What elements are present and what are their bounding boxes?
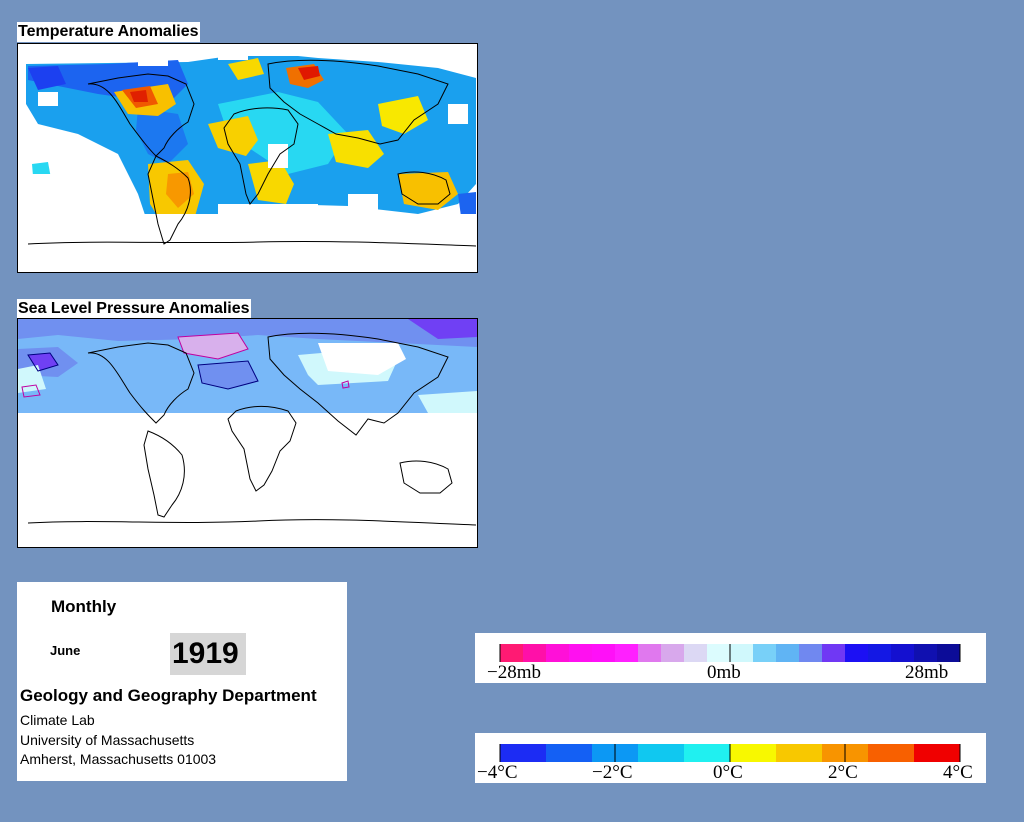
pressure-legend-swatch — [638, 644, 662, 662]
temperature-legend-label-minus4: −4°C — [477, 762, 518, 783]
pressure-legend-swatch — [868, 644, 892, 662]
temperature-legend-svg: −4°C −2°C 0°C 2°C 4°C — [477, 744, 973, 783]
frequency-label: Monthly — [51, 597, 117, 616]
temperature-legend-label-plus2: 2°C — [828, 762, 858, 783]
pressure-legend-swatch — [546, 644, 570, 662]
pressure-legend-swatch — [937, 644, 961, 662]
pressure-legend-label-zero: 0mb — [707, 662, 741, 683]
info-box: Monthly June 1919 Geology and Geography … — [17, 582, 347, 781]
pressure-anomaly-field — [18, 319, 477, 547]
year-label: 1919 — [172, 637, 239, 670]
temperature-legend-swatch — [868, 744, 915, 762]
pressure-legend-label-min: −28mb — [487, 662, 541, 683]
pressure-legend-swatch — [845, 644, 869, 662]
pressure-legend: −28mb 0mb 28mb — [475, 633, 986, 683]
temperature-legend-swatch — [638, 744, 685, 762]
pressure-legend-swatch — [615, 644, 639, 662]
pressure-legend-swatch — [707, 644, 731, 662]
temperature-legend-swatch — [684, 744, 731, 762]
pressure-legend-swatch — [523, 644, 547, 662]
university-label: University of Massachusetts — [20, 732, 195, 748]
temperature-legend-label-zero: 0°C — [713, 762, 743, 783]
pressure-legend-swatch — [569, 644, 593, 662]
pressure-legend-swatch — [684, 644, 708, 662]
pressure-contours — [21, 332, 350, 398]
pressure-map-canvas — [18, 319, 477, 547]
temperature-legend-ticks — [499, 744, 961, 762]
temperature-map-title: Temperature Anomalies — [17, 22, 200, 42]
temperature-legend-swatch — [500, 744, 547, 762]
pressure-anomaly-map — [17, 318, 478, 548]
pressure-legend-label-max: 28mb — [905, 662, 948, 683]
pressure-legend-svg: −28mb 0mb 28mb — [487, 644, 961, 683]
temperature-legend: −4°C −2°C 0°C 2°C 4°C — [475, 733, 986, 783]
address-label: Amherst, Massachusetts 01003 — [20, 751, 217, 767]
temperature-legend-swatch — [776, 744, 823, 762]
pressure-legend-swatch — [730, 644, 754, 662]
temperature-legend-label-minus2: −2°C — [592, 762, 633, 783]
pressure-legend-swatch — [799, 644, 823, 662]
lab-label: Climate Lab — [20, 712, 95, 728]
department-label: Geology and Geography Department — [20, 686, 317, 705]
pressure-legend-swatch — [592, 644, 616, 662]
pressure-legend-swatch — [753, 644, 777, 662]
pressure-legend-swatch — [776, 644, 800, 662]
pressure-color-bar — [500, 644, 961, 662]
pressure-legend-swatch — [914, 644, 938, 662]
pressure-legend-swatch — [661, 644, 685, 662]
month-label: June — [50, 643, 81, 658]
temperature-anomaly-map — [17, 43, 478, 273]
pressure-map-title: Sea Level Pressure Anomalies — [17, 299, 251, 319]
pressure-legend-swatch — [500, 644, 524, 662]
pressure-legend-swatch — [822, 644, 846, 662]
pressure-coastlines — [27, 332, 477, 526]
temperature-legend-swatch — [730, 744, 777, 762]
pressure-legend-swatch — [891, 644, 915, 662]
temperature-map-canvas — [18, 44, 477, 272]
temperature-legend-swatch — [914, 744, 961, 762]
year-background — [170, 633, 246, 675]
temperature-anomaly-field — [26, 52, 476, 234]
temperature-legend-label-plus4: 4°C — [943, 762, 973, 783]
temperature-coastlines — [27, 59, 477, 247]
temperature-color-bar — [500, 744, 961, 762]
pressure-legend-ticks — [499, 644, 961, 662]
temperature-legend-swatch — [546, 744, 593, 762]
